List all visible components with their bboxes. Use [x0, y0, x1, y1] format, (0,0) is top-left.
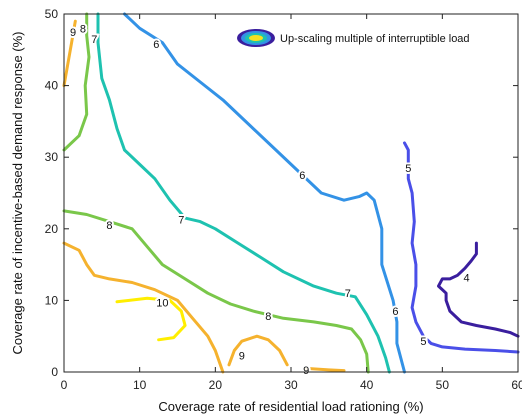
y-tick-label: 40 [45, 79, 59, 93]
contour-label-6-2: 6 [299, 170, 305, 182]
contour-label-8-1: 8 [80, 23, 86, 35]
x-tick-label: 20 [209, 378, 223, 392]
contour-label-8-3: 8 [265, 311, 271, 323]
contour-label-9-3: 9 [303, 365, 309, 377]
x-tick-label: 10 [133, 378, 147, 392]
contour-label-9-2: 9 [239, 351, 245, 363]
contour-label-10-1: 10 [156, 298, 168, 310]
contour-label-5-1: 5 [405, 163, 411, 175]
contour-line-8-1 [62, 12, 91, 152]
contour-line-5-1 [403, 141, 520, 354]
contour-lines [62, 12, 520, 374]
x-tick-label: 40 [360, 378, 374, 392]
contour-label-6-1: 6 [153, 39, 159, 51]
contour-label-5-2: 5 [420, 336, 426, 348]
contour-line-6-1 [123, 12, 406, 374]
x-axis-label: Coverage rate of residential load ration… [158, 399, 423, 414]
contour-line-8-2 [62, 209, 370, 374]
contour-label-7-2: 7 [178, 214, 184, 226]
y-tick-label: 50 [45, 7, 59, 21]
contour-label-7-1: 7 [91, 34, 97, 46]
x-tick-label: 60 [511, 378, 522, 392]
y-tick-label: 10 [45, 293, 59, 307]
x-tick-label: 50 [436, 378, 450, 392]
legend-label: Up-scaling multiple of interruptible loa… [280, 33, 470, 45]
x-tick-label: 30 [284, 378, 298, 392]
contour-label-4-1: 4 [463, 272, 469, 284]
contour-line-9-3 [227, 334, 289, 367]
legend: Up-scaling multiple of interruptible loa… [237, 29, 470, 47]
contour-label-8-2: 8 [106, 220, 112, 232]
contour-label-7-3: 7 [345, 288, 351, 300]
y-tick-label: 20 [45, 222, 59, 236]
contour-line-9-2 [62, 19, 77, 88]
contour-label-6-3: 6 [392, 306, 398, 318]
contour-line-9-4 [304, 366, 346, 373]
y-axis-label: Coverage rate of incentive-based demand … [10, 31, 25, 354]
y-tick-label: 30 [45, 150, 59, 164]
contour-label-9-1: 9 [70, 27, 76, 39]
y-tick-label: 0 [51, 365, 58, 379]
axis-ticks: 0 10 20 30 40 50 60 0 10 20 30 40 50 [45, 7, 522, 392]
legend-swatch [237, 29, 275, 47]
contour-line-10-1 [115, 296, 187, 342]
contour-line-7-1 [96, 12, 391, 374]
contour-line-4-1 [437, 241, 520, 338]
x-tick-label: 0 [61, 378, 68, 392]
contour-line-9-1 [62, 241, 225, 374]
